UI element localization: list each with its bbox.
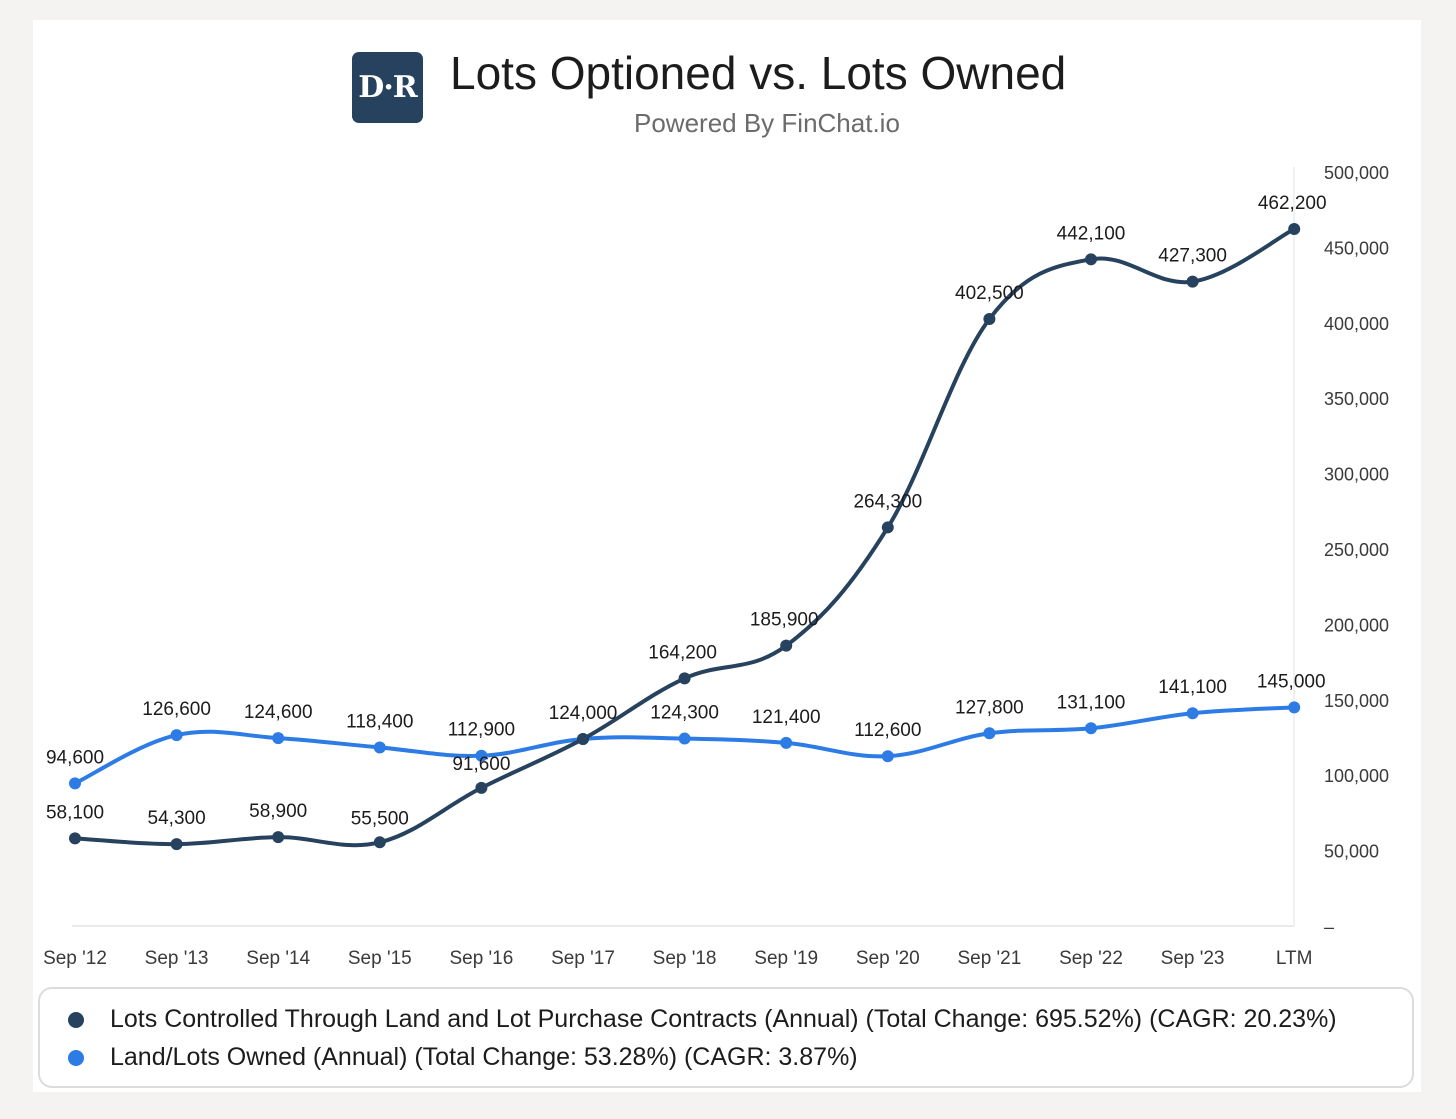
data-label-owned: 112,600 [854, 720, 921, 741]
data-label-controlled: 402,500 [955, 283, 1024, 304]
data-point-owned [983, 727, 996, 740]
x-tick-label: Sep '12 [43, 948, 107, 969]
y-tick-label: 200,000 [1324, 615, 1389, 635]
data-label-owned: 121,400 [752, 707, 821, 728]
data-label-owned: 112,900 [448, 720, 515, 741]
data-point-controlled [780, 639, 793, 652]
legend-marker-icon [68, 1049, 84, 1066]
legend-label: Land/Lots Owned (Annual) (Total Change: … [110, 1043, 858, 1071]
legend-item-controlled[interactable]: Lots Controlled Through Land and Lot Pur… [68, 1005, 1337, 1034]
data-label-owned: 118,400 [346, 711, 413, 732]
data-point-controlled [577, 733, 589, 746]
legend: Lots Controlled Through Land and Lot Pur… [38, 987, 1414, 1088]
data-label-controlled: 164,200 [648, 642, 717, 663]
data-point-owned [1186, 707, 1199, 720]
x-tick-label: Sep '23 [1161, 948, 1225, 969]
x-tick-label: Sep '20 [856, 948, 920, 969]
data-point-owned [881, 750, 894, 763]
data-point-controlled [69, 832, 81, 845]
logo-text: D·R [358, 70, 417, 105]
data-label-controlled: 58,100 [46, 802, 104, 823]
data-label-controlled: 264,300 [853, 491, 922, 512]
chart-subtitle: Powered By FinChat.io [634, 108, 900, 138]
data-label-owned: 124,000 [549, 703, 618, 724]
data-point-controlled [1288, 223, 1301, 236]
data-point-controlled [881, 521, 894, 534]
data-point-owned [780, 736, 793, 749]
legend-item-owned[interactable]: Land/Lots Owned (Annual) (Total Change: … [68, 1043, 858, 1072]
x-tick-label: Sep '19 [754, 948, 818, 969]
x-tick-label: Sep '17 [551, 948, 615, 969]
data-point-owned [1085, 722, 1097, 735]
data-label-owned: 124,600 [244, 702, 313, 723]
data-label-owned: 145,000 [1257, 671, 1326, 692]
x-tick-label: Sep '22 [1059, 948, 1123, 969]
data-point-owned [170, 729, 183, 742]
x-tick-label: Sep '15 [348, 948, 412, 969]
data-label-controlled: 58,900 [249, 801, 307, 822]
data-label-controlled: 462,200 [1258, 193, 1327, 214]
data-point-controlled [475, 781, 488, 794]
data-label-owned: 141,100 [1158, 677, 1227, 698]
y-tick-label: – [1324, 917, 1334, 937]
y-tick-label: 500,000 [1324, 163, 1389, 183]
chart-title: Lots Optioned vs. Lots Owned [450, 47, 1067, 99]
data-label-controlled: 427,300 [1158, 246, 1227, 267]
y-tick-label: 400,000 [1324, 314, 1389, 334]
data-point-owned [69, 777, 81, 790]
x-tick-label: Sep '14 [246, 948, 310, 969]
dr-logo: D·R [352, 52, 423, 123]
y-tick-label: 300,000 [1324, 465, 1389, 485]
data-label-controlled: 54,300 [148, 808, 206, 829]
y-tick-label: 250,000 [1324, 540, 1389, 560]
y-tick-label: 350,000 [1324, 389, 1389, 409]
data-label-controlled: 91,600 [452, 754, 510, 775]
data-label-owned: 131,100 [1057, 692, 1126, 713]
series-line-controlled [73, 227, 1297, 848]
data-point-controlled [1186, 275, 1199, 288]
chart-card [33, 20, 1421, 1092]
x-tick-label: Sep '16 [449, 948, 513, 969]
data-label-owned: 126,600 [142, 699, 211, 720]
data-point-controlled [272, 831, 285, 844]
y-tick-label: 50,000 [1324, 842, 1379, 862]
data-label-controlled: 185,900 [750, 610, 819, 631]
data-label-owned: 124,300 [650, 703, 719, 724]
x-tick-label: Sep '13 [145, 948, 209, 969]
data-point-owned [373, 741, 386, 754]
data-point-controlled [678, 672, 691, 685]
y-tick-label: 450,000 [1324, 238, 1389, 258]
y-tick-label: 100,000 [1324, 766, 1389, 786]
data-point-controlled [170, 838, 183, 851]
data-point-controlled [1085, 253, 1097, 266]
x-tick-label: LTM [1276, 948, 1313, 969]
y-tick-label: 150,000 [1324, 691, 1389, 711]
data-point-owned [678, 732, 691, 745]
data-point-owned [1288, 701, 1301, 714]
data-point-owned [272, 732, 285, 745]
data-label-owned: 94,600 [46, 747, 104, 768]
x-tick-label: Sep '21 [957, 948, 1021, 969]
legend-marker-icon [68, 1011, 84, 1028]
data-point-owned [475, 749, 488, 762]
x-tick-label: Sep '18 [653, 948, 717, 969]
data-label-controlled: 55,500 [351, 808, 409, 829]
data-point-controlled [983, 313, 996, 326]
legend-label: Lots Controlled Through Land and Lot Pur… [110, 1005, 1337, 1033]
data-point-controlled [373, 836, 386, 849]
data-label-owned: 127,800 [955, 697, 1024, 718]
data-label-controlled: 442,100 [1057, 223, 1126, 244]
